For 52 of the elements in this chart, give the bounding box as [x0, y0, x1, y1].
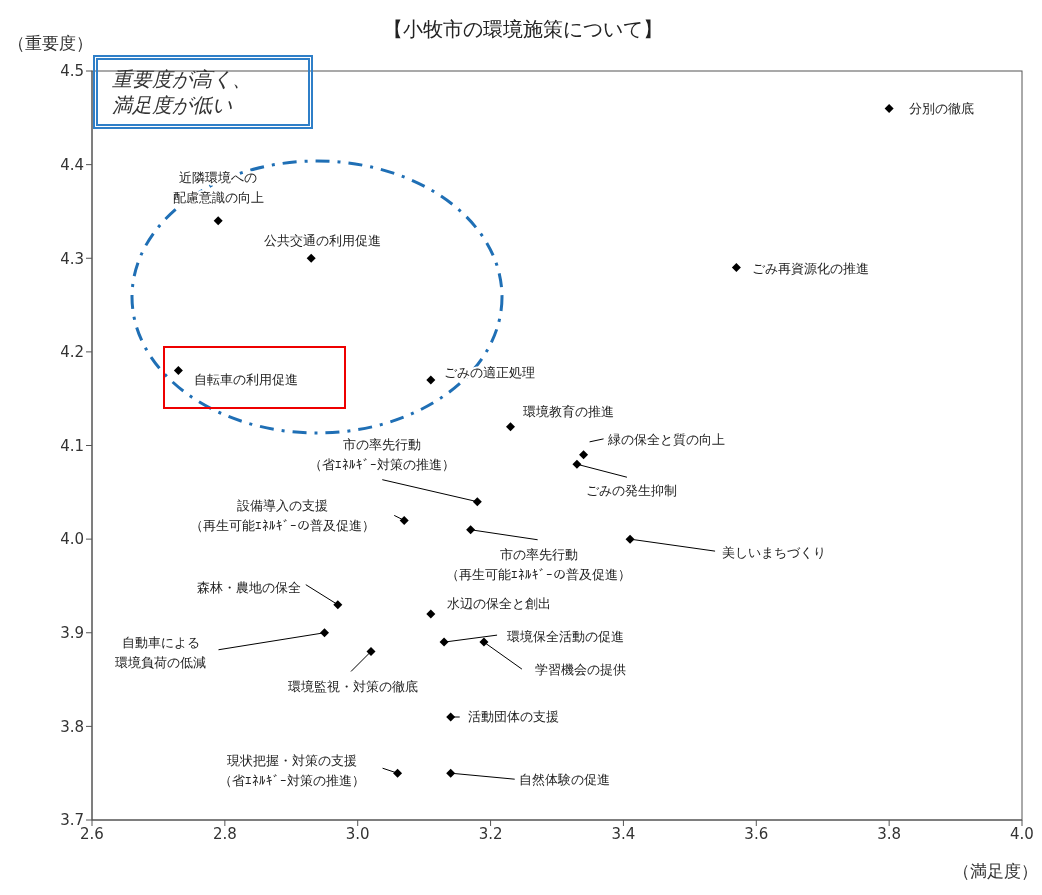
- annotation: 水辺の保全と創出: [446, 596, 551, 612]
- y-tick-label: 4.4: [60, 155, 84, 174]
- x-tick-label: 3.6: [744, 824, 769, 843]
- annotation: ごみの発生抑制: [586, 483, 678, 499]
- point: [472, 497, 482, 507]
- point: [426, 375, 436, 385]
- annotation: 自動車による環境負荷の低減: [115, 634, 206, 670]
- point: [399, 515, 409, 525]
- x-tick-label: 2.8: [212, 824, 237, 843]
- annotation: 活動団体の支援: [467, 709, 559, 725]
- x-tick-label: 3.4: [611, 824, 636, 843]
- annotation: 現状把握・対策の支援（省ｴﾈﾙｷﾞｰ対策の推進）: [218, 753, 365, 789]
- y-tick-label: 4.1: [60, 436, 84, 455]
- point: [884, 103, 894, 113]
- x-tick-label: 3.2: [478, 824, 503, 843]
- chart-title: 【小牧市の環境施策について】: [383, 17, 663, 41]
- annotation: 設備導入の支援（再生可能ｴﾈﾙｷﾞｰの普及促進）: [189, 498, 375, 534]
- annotation: 分別の徹底: [909, 101, 975, 117]
- annotation: 森林・農地の保全: [196, 579, 301, 595]
- annotation: 緑の保全と質の向上: [606, 431, 725, 447]
- annotation: 重要度が高く、満足度が低い: [112, 66, 253, 118]
- annotation: 公共交通の利用促進: [263, 233, 381, 249]
- point: [506, 422, 515, 432]
- y-tick-label: 3.9: [60, 624, 84, 643]
- annotation: ごみの適正処理: [443, 364, 535, 380]
- annotation: 自然体験の促進: [518, 772, 610, 788]
- y-tick-label: 4.5: [60, 62, 84, 81]
- y-tick-label: 4.0: [60, 530, 84, 549]
- x-tick-label: 2.6: [80, 824, 104, 843]
- x-tick-label: 3.0: [345, 824, 370, 843]
- annotation: 美しいまちづくり: [722, 545, 827, 561]
- annotation: 学習機会の提供: [534, 662, 626, 678]
- annotation: 市の率先行動（再生可能ｴﾈﾙｷﾞｰの普及促進）: [446, 546, 632, 582]
- y-axis-title: （重要度）: [8, 32, 93, 55]
- y-tick-label: 4.2: [60, 343, 84, 362]
- y-tick-label: 4.3: [60, 249, 84, 268]
- annotation: 環境保全活動の促進: [507, 629, 625, 645]
- point: [579, 450, 589, 460]
- annotation: 環境教育の推進: [522, 403, 614, 419]
- x-axis-title: （満足度）: [953, 860, 1038, 883]
- annotation: ごみ再資源化の推進: [752, 260, 870, 276]
- point: [306, 253, 316, 263]
- point: [731, 263, 741, 273]
- y-tick-label: 3.8: [60, 717, 84, 736]
- x-tick-label: 3.8: [877, 824, 902, 843]
- annotation: 自転車の利用促進: [194, 371, 299, 387]
- x-tick-label: 4.0: [1010, 824, 1034, 843]
- point: [213, 216, 223, 226]
- annotation: 市の率先行動（省ｴﾈﾙｷﾞｰ対策の推進）: [309, 436, 456, 472]
- point: [426, 609, 436, 619]
- point: [173, 366, 183, 376]
- annotation: 環境監視・対策の徹底: [288, 679, 418, 695]
